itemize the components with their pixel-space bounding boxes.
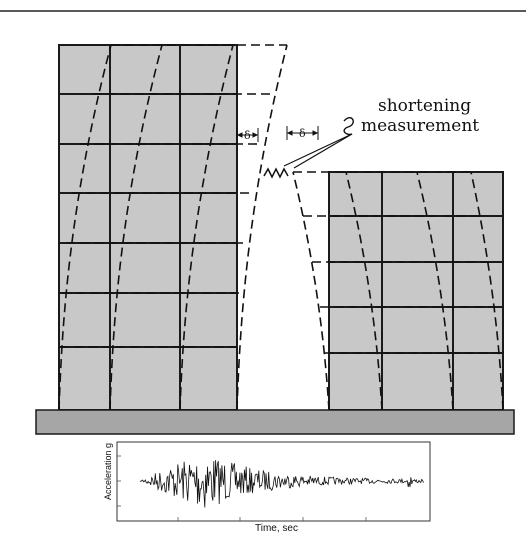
accelerogram-ticks <box>117 455 367 521</box>
tall-building-deformed-shape <box>58 44 288 411</box>
deformed-column <box>416 171 454 411</box>
ground-slab <box>35 409 515 435</box>
deformed-column <box>109 44 163 411</box>
deformed-column <box>292 171 330 411</box>
accelerogram-xlabel: Time, sec <box>255 523 298 533</box>
annotation-text-line1: shortening <box>378 96 471 116</box>
annotation-text-line2: measurement <box>361 116 479 136</box>
acceleration-signal <box>139 460 424 508</box>
contact-spring <box>263 167 289 179</box>
annotation-squiggle <box>343 117 354 136</box>
annotation-leader-line <box>293 133 353 169</box>
right-gap-label: δ <box>299 127 306 140</box>
deformed-column <box>58 44 112 411</box>
short-building <box>328 171 504 411</box>
deformed-column <box>345 171 383 411</box>
deformed-column <box>470 171 504 411</box>
right-gap-dimension <box>286 126 319 140</box>
short-building-body <box>328 171 504 411</box>
accelerogram-inset: Acceleration g Time, sec <box>103 441 431 534</box>
left-gap-label: δ <box>244 129 251 142</box>
annotation-leader-line <box>283 133 353 167</box>
deformed-column <box>179 44 234 411</box>
accelerogram-ylabel: Acceleration g <box>103 443 113 500</box>
deformed-column <box>236 44 288 411</box>
short-building-deformed-shape <box>292 171 504 411</box>
left-gap-dimension <box>236 128 259 142</box>
